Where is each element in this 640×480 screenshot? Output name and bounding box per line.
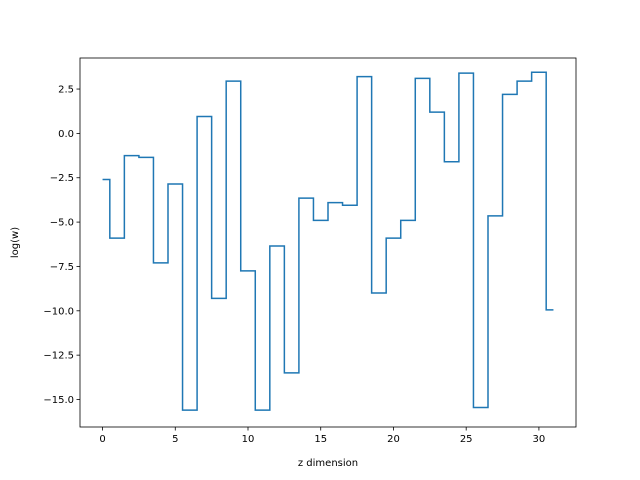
axes-frame (79, 57, 577, 428)
y-tick-label: −12.5 (43, 351, 74, 362)
x-tick-label: 0 (99, 434, 105, 445)
x-tick-label: 15 (314, 434, 327, 445)
y-tick-label: 2.5 (58, 85, 74, 96)
y-tick-label: −2.5 (50, 173, 74, 184)
x-tick-label: 25 (460, 434, 473, 445)
series-line (102, 71, 554, 411)
axis-ticks: 0 5 10 15 20 25 30 2.5 0.0 −2.5 −5.0 −7.5 −10.0 −12.5… (43, 85, 545, 445)
y-tick-label: −7.5 (50, 262, 74, 273)
x-tick-label: 10 (242, 434, 255, 445)
x-axis-label: z dimension (298, 458, 358, 469)
y-tick-label: −10.0 (43, 306, 74, 317)
y-axis-label: log(w) (10, 227, 21, 258)
plot-area (102, 71, 554, 411)
y-tick-label: −15.0 (43, 395, 74, 406)
x-tick-label: 30 (533, 434, 546, 445)
x-tick-label: 20 (387, 434, 400, 445)
y-tick-label: −5.0 (50, 218, 74, 229)
y-tick-label: 0.0 (58, 129, 74, 140)
x-tick-label: 5 (172, 434, 178, 445)
